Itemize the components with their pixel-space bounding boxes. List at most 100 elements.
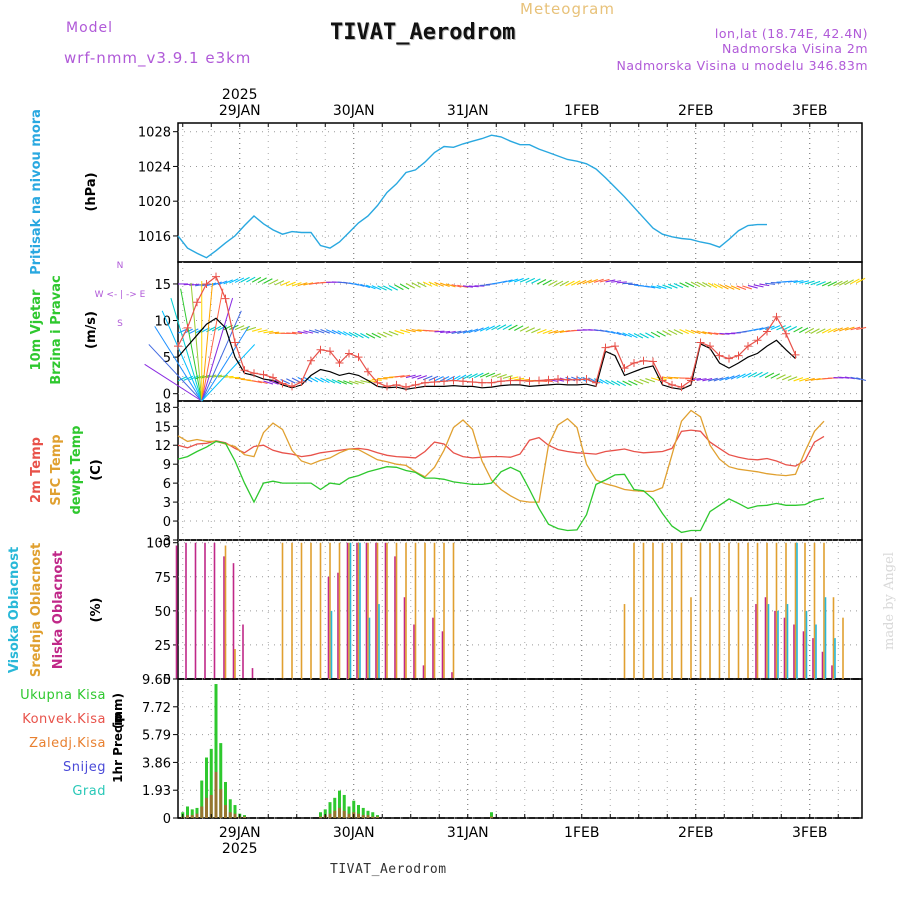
wind-gust-arrow: [161, 310, 203, 402]
wind-direction-arrow: [257, 329, 268, 333]
wind-direction-arrow: [417, 281, 427, 288]
wind-direction-arrow: [217, 325, 228, 331]
wind-gust-marker: [687, 376, 695, 385]
date-label-top: 30JAN: [333, 103, 375, 119]
wind-direction-arrow: [622, 380, 632, 387]
wind-gust-marker: [630, 358, 638, 367]
wind-direction-arrow: [713, 332, 724, 336]
precip-conv-bar: [357, 813, 360, 818]
cloud-high-axis-label: Visoka Oblacnost: [7, 547, 22, 673]
wind-direction-arrow: [440, 282, 450, 287]
wind-direction-arrow: [628, 332, 638, 339]
wind-direction-arrow: [474, 372, 484, 379]
precip-legend-item: Konvek.Kisa: [22, 712, 106, 727]
wind-direction-arrow: [850, 376, 861, 381]
y-tick-label: 1024: [138, 160, 171, 175]
precip-conv-bar: [233, 813, 237, 818]
precip-conv-bar: [228, 812, 232, 818]
wind-direction-arrow: [804, 377, 815, 382]
wind-direction-arrow: [308, 329, 319, 334]
y-tick-label: 18: [154, 401, 171, 416]
wind-direction-arrow: [365, 284, 376, 290]
wind-direction-arrow: [810, 280, 821, 286]
temp-dew-axis-label: dewpt Temp: [69, 426, 84, 515]
wind-direction-arrow: [462, 373, 473, 380]
wind-gust-marker: [440, 377, 448, 386]
wind-direction-arrow: [457, 284, 468, 288]
wind-direction-arrow: [348, 380, 359, 385]
wind-direction-arrow: [679, 282, 689, 288]
wind-direction-arrow: [485, 325, 495, 331]
precip-conv-bar: [205, 797, 208, 818]
date-label-bottom: 1FEB: [564, 825, 599, 841]
wind-direction-arrow: [799, 377, 810, 382]
wind-direction-arrow: [297, 282, 308, 287]
y-tick-label: 1028: [138, 126, 171, 141]
wind-direction-arrow: [428, 281, 439, 287]
temp-sfc-line: [177, 409, 825, 503]
wind-direction-arrow: [673, 282, 684, 289]
wind-direction-arrow: [707, 377, 718, 382]
wind-direction-arrow: [759, 283, 770, 287]
wind-direction-arrow: [422, 281, 433, 287]
compass-south: S: [117, 319, 123, 329]
wind-direction-arrow: [685, 377, 696, 380]
precip-legend-item: Zaledj.Kisa: [29, 736, 106, 751]
wind-direction-arrow: [211, 325, 222, 332]
wind-direction-arrow: [439, 376, 450, 382]
model-value: wrf-nmm_v3.9.1 e3km: [64, 49, 252, 67]
wind-direction-arrow: [234, 325, 245, 331]
wind-direction-arrow: [251, 380, 263, 384]
wind-direction-arrow: [616, 380, 627, 387]
wind-direction-arrow: [753, 327, 764, 331]
wind-direction-arrow: [639, 378, 650, 384]
wind-direction-arrow: [251, 276, 262, 283]
wind-gust-marker: [573, 375, 581, 384]
precip-total-bar: [361, 807, 365, 818]
wind-direction-arrow: [382, 285, 393, 291]
wind-direction-arrow: [525, 277, 536, 284]
wind-axis-sublabel: Brzina i Pravac: [49, 275, 64, 385]
wind-direction-arrow: [616, 331, 627, 337]
precip-total-bar: [205, 757, 208, 818]
date-label-top: 1FEB: [564, 103, 599, 119]
wind-direction-arrow: [719, 376, 730, 382]
wind-gust-marker: [744, 342, 752, 351]
wind-direction-arrow: [508, 324, 518, 331]
wind-direction-arrow: [462, 285, 473, 288]
wind-direction-arrow: [382, 331, 393, 337]
precip-total-bar: [366, 810, 370, 818]
wind-direction-arrow: [548, 280, 558, 286]
y-tick-label: 0: [163, 388, 171, 403]
precip-total-bar: [233, 805, 237, 818]
date-label-top: 2FEB: [678, 103, 713, 119]
wind-direction-arrow: [411, 374, 422, 379]
wind-gust-arrow: [201, 310, 242, 402]
wind-direction-arrow: [582, 279, 593, 285]
wind-direction-arrow: [377, 332, 387, 338]
wind-direction-arrow: [770, 373, 780, 379]
precip-total-bar: [342, 794, 346, 818]
panel-frame-4: [177, 539, 863, 680]
y-tick-label: 0: [163, 673, 171, 688]
wind-gust-marker: [231, 338, 239, 347]
location-elevation: Nadmorska Visina 2m: [722, 41, 868, 56]
wind-direction-arrow: [440, 330, 451, 334]
wind-gust-arrow: [148, 344, 203, 402]
y-tick-label: 50: [154, 605, 171, 620]
wind-direction-arrow: [542, 329, 553, 335]
y-tick-label: 1020: [138, 195, 171, 210]
wind-gust-marker: [278, 379, 287, 388]
wind-direction-arrow: [519, 277, 530, 283]
wind-gust-marker: [525, 377, 534, 386]
wind-gust-arrow: [201, 297, 234, 402]
precip-conv-bar: [243, 816, 246, 818]
precip-conv-bar: [195, 813, 199, 818]
precip-total-bar: [371, 812, 375, 818]
wind-direction-arrow: [844, 279, 854, 286]
wind-direction-arrow: [548, 330, 559, 334]
wind-direction-arrow: [667, 329, 678, 336]
wind-gust-arrow: [144, 363, 203, 402]
wind-direction-arrow: [325, 378, 336, 384]
